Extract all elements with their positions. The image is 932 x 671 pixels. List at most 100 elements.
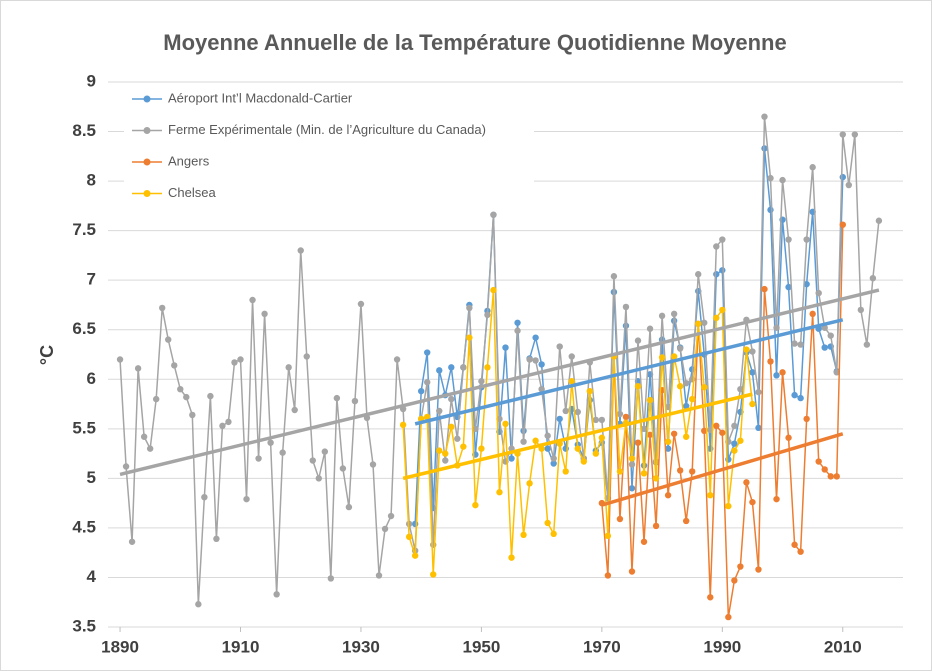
data-point (520, 531, 527, 539)
data-point (737, 437, 744, 444)
legend-label: Chelsea (168, 185, 216, 200)
data-point (658, 354, 666, 361)
data-point (634, 439, 642, 446)
trend-line (402, 392, 753, 481)
data-point (369, 461, 377, 468)
data-point (399, 421, 407, 429)
data-point (140, 433, 148, 440)
data-point (279, 449, 286, 456)
data-point (833, 473, 840, 480)
data-point (237, 356, 244, 363)
data-point (393, 356, 401, 363)
data-point (803, 280, 810, 288)
data-point (231, 359, 238, 366)
data-point (701, 384, 708, 391)
data-point (134, 365, 142, 372)
data-point (707, 594, 714, 601)
trend-line (119, 288, 880, 477)
data-point (773, 324, 780, 331)
data-point (689, 395, 696, 403)
data-point (622, 303, 630, 311)
data-point (640, 425, 648, 433)
data-point (851, 131, 859, 138)
y-tick-label: 5.5 (72, 418, 96, 437)
data-point (159, 304, 166, 312)
data-point (598, 434, 606, 441)
data-point (544, 432, 551, 439)
data-point (171, 362, 178, 369)
x-tick-label: 1890 (101, 637, 139, 656)
data-point (562, 407, 569, 415)
data-point (713, 243, 720, 250)
data-point (761, 285, 768, 293)
data-point (508, 455, 515, 462)
data-point (749, 400, 756, 408)
y-tick-label: 5 (87, 468, 96, 487)
data-point (267, 439, 274, 446)
data-point (165, 336, 172, 343)
data-point (815, 458, 822, 465)
data-point (628, 455, 636, 462)
data-point (321, 448, 329, 455)
data-point (454, 435, 461, 442)
data-point (532, 437, 539, 444)
data-point (592, 416, 600, 424)
data-point (146, 445, 154, 452)
data-point (538, 385, 545, 393)
data-point (177, 385, 184, 393)
data-point (797, 341, 804, 348)
data-point (664, 438, 672, 445)
y-tick-label: 4.5 (72, 517, 96, 536)
data-point (676, 345, 684, 352)
data-point (472, 425, 479, 433)
data-point (785, 283, 792, 291)
data-point (713, 314, 720, 322)
data-point (616, 468, 624, 475)
data-point (755, 566, 762, 573)
data-point (773, 495, 780, 503)
data-point (695, 320, 702, 327)
data-point (550, 460, 557, 467)
data-point (207, 392, 214, 400)
data-point (532, 357, 539, 364)
legend-label: Ferme Expérimentale (Min. de l’Agricultu… (168, 122, 486, 137)
data-point (785, 434, 792, 441)
y-tick-label: 7.5 (72, 220, 96, 239)
data-point (303, 353, 310, 360)
data-point (791, 391, 798, 399)
data-point (436, 447, 443, 454)
data-point (514, 319, 521, 326)
data-point (743, 479, 750, 486)
data-point (779, 369, 786, 376)
data-point (664, 492, 672, 499)
data-point (869, 275, 877, 282)
data-point (526, 356, 533, 363)
data-point (737, 563, 744, 570)
x-tick-label: 1970 (583, 637, 621, 656)
y-tick-label: 6.5 (72, 319, 96, 338)
data-point (737, 385, 744, 393)
data-point (725, 502, 732, 510)
data-point (592, 450, 600, 457)
data-point (640, 538, 648, 545)
data-point (116, 356, 124, 363)
data-point (610, 273, 618, 280)
data-point (845, 181, 852, 189)
data-point (731, 422, 738, 430)
data-point (743, 346, 750, 353)
data-point (731, 440, 738, 447)
data-point (424, 349, 431, 356)
data-point (520, 438, 527, 445)
data-point (598, 416, 606, 424)
data-point (327, 575, 335, 582)
data-point (707, 492, 714, 499)
data-point (634, 337, 642, 344)
data-point (490, 211, 497, 218)
data-point (448, 364, 455, 371)
y-tick-label: 6 (87, 369, 96, 388)
legend-marker (143, 190, 151, 197)
data-point (725, 613, 732, 621)
data-point (128, 538, 136, 545)
data-point (719, 267, 726, 274)
data-point (664, 445, 672, 452)
